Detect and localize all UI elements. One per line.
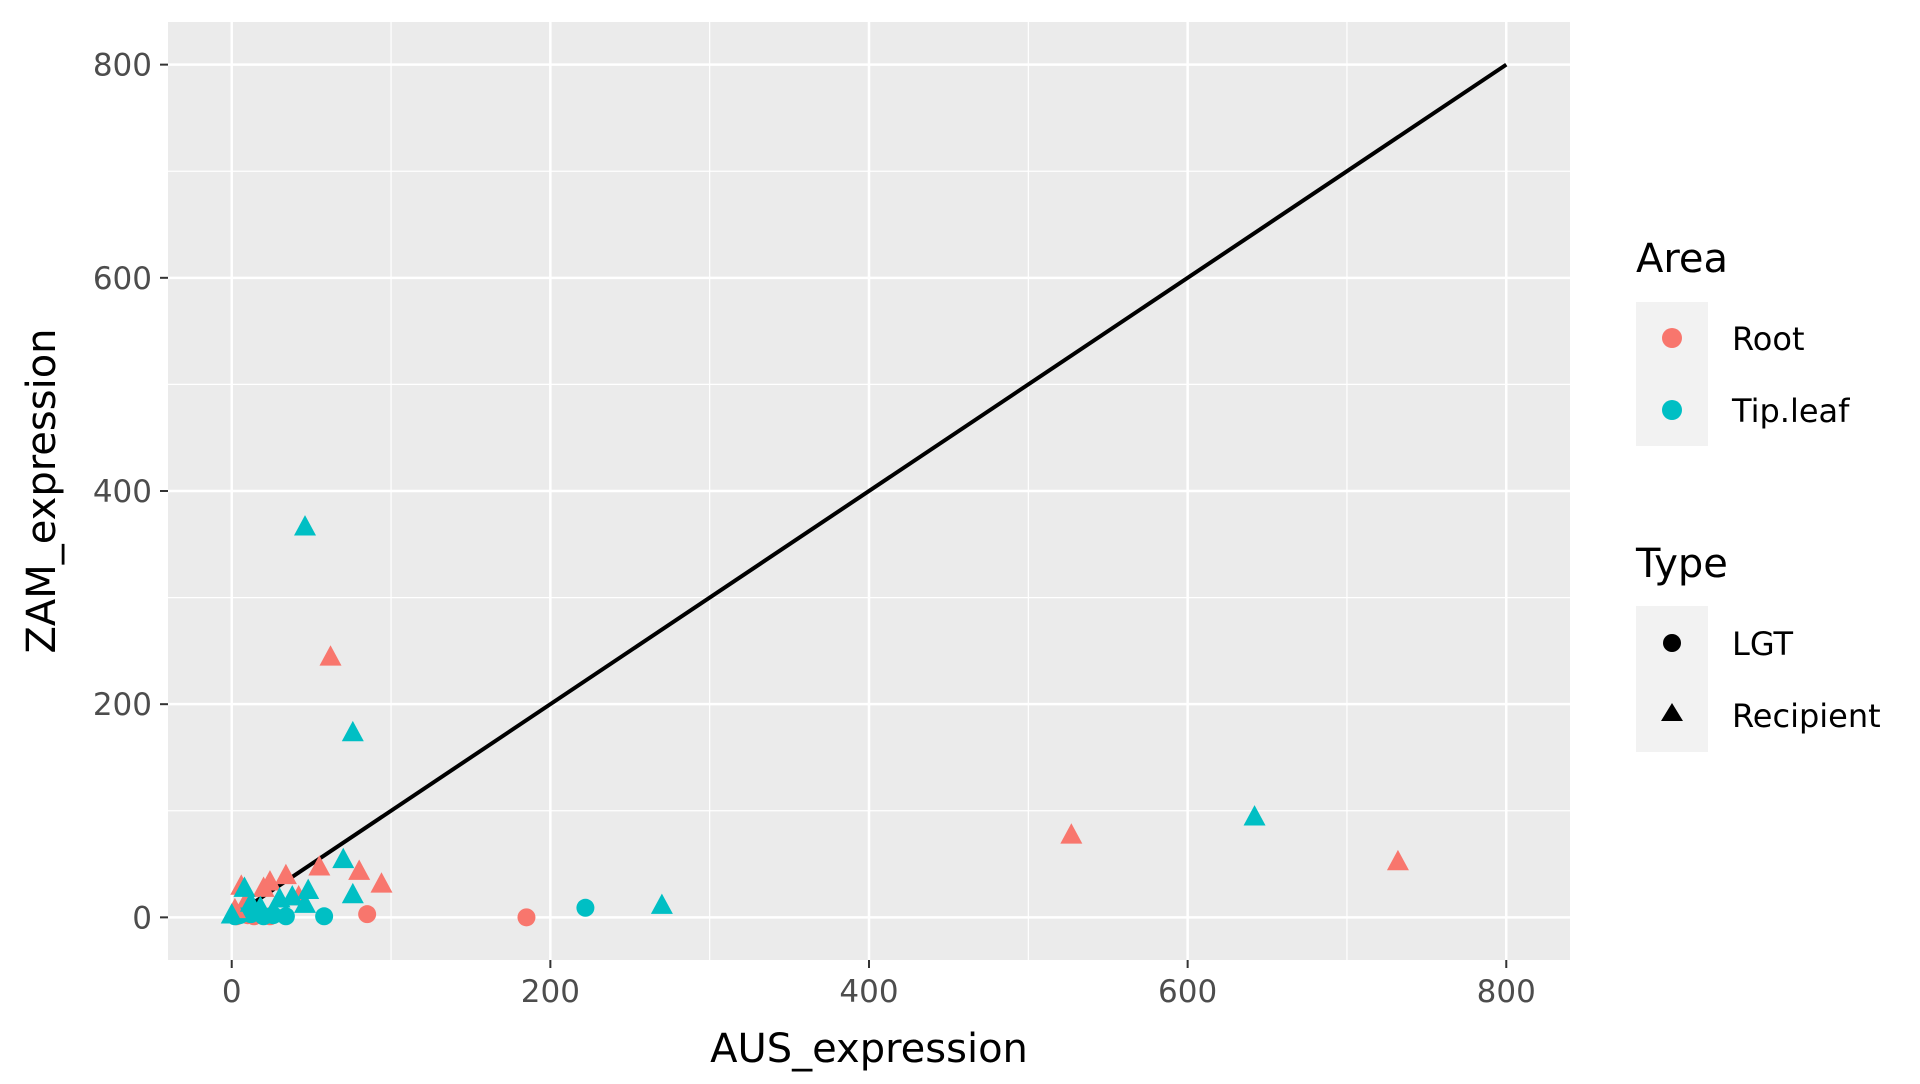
- legend-type-title: Type: [1635, 541, 1728, 587]
- legend: Area Root Tip.leaf Type LGT Recipient: [1635, 236, 1881, 752]
- y-tick-label: 0: [132, 900, 152, 936]
- data-point-root-lgt: [517, 908, 536, 927]
- data-point-tipleaf-recipient: [220, 903, 243, 924]
- data-point-tipleaf-recipient: [332, 847, 355, 869]
- data-point-tipleaf-recipient: [233, 876, 256, 897]
- legend-recipient-key: [1661, 703, 1683, 721]
- x-axis-title: AUS_expression: [710, 1026, 1028, 1072]
- y-axis: 0 200 400 600 800: [93, 48, 168, 936]
- legend-tipleaf-key: [1662, 400, 1682, 420]
- data-point-root-recipient: [274, 863, 297, 885]
- data-point-tipleaf-recipient: [281, 885, 304, 906]
- legend-tipleaf-label: Tip.leaf: [1731, 392, 1850, 430]
- data-point-root-lgt: [358, 905, 377, 924]
- reference-line-layer: [230, 62, 1508, 920]
- y-tick-label: 400: [93, 474, 152, 510]
- data-point-tipleaf-recipient: [262, 899, 285, 921]
- x-axis: 0 200 400 600 800: [222, 960, 1536, 1010]
- data-point-tipleaf-recipient: [294, 892, 317, 913]
- x-tick-label: 200: [521, 974, 580, 1010]
- data-point-root-recipient: [370, 872, 393, 893]
- data-point-tipleaf-recipient: [341, 882, 364, 904]
- data-point-tipleaf-lgt: [576, 898, 595, 917]
- legend-type-key-bg: [1636, 606, 1708, 752]
- data-point-root-recipient: [258, 870, 281, 891]
- legend-lgt-key: [1663, 634, 1681, 652]
- legend-area-key-bg: [1636, 302, 1708, 446]
- reference-line: [230, 62, 1508, 920]
- data-points: [220, 515, 1409, 927]
- legend-root-label: Root: [1732, 320, 1805, 358]
- y-axis-title: ZAM_expression: [19, 328, 65, 653]
- legend-lgt-label: LGT: [1732, 625, 1793, 663]
- legend-area-title: Area: [1636, 236, 1728, 282]
- data-point-root-recipient: [1386, 849, 1409, 871]
- x-tick-label: 800: [1477, 974, 1536, 1010]
- data-point-tipleaf-recipient: [1243, 805, 1266, 826]
- x-tick-label: 400: [839, 974, 898, 1010]
- data-point-root-recipient: [348, 859, 371, 880]
- data-point-root-recipient: [308, 855, 331, 876]
- data-point-tipleaf-recipient: [297, 878, 320, 899]
- data-point-root-recipient: [319, 645, 342, 666]
- data-point-tipleaf-recipient: [249, 895, 272, 917]
- legend-root-key: [1662, 328, 1682, 348]
- y-tick-label: 800: [93, 48, 152, 84]
- y-tick-label: 600: [93, 261, 152, 297]
- data-point-tipleaf-recipient: [650, 893, 673, 914]
- data-point-tipleaf-recipient: [341, 720, 364, 742]
- x-tick-label: 600: [1158, 974, 1217, 1010]
- x-tick-label: 0: [222, 974, 242, 1010]
- data-point-tipleaf-lgt: [315, 907, 334, 926]
- y-tick-label: 200: [93, 687, 152, 723]
- data-point-tipleaf-lgt: [276, 907, 295, 926]
- legend-recipient-label: Recipient: [1732, 697, 1881, 735]
- data-point-root-recipient: [1060, 823, 1083, 844]
- data-point-tipleaf-recipient: [294, 515, 317, 536]
